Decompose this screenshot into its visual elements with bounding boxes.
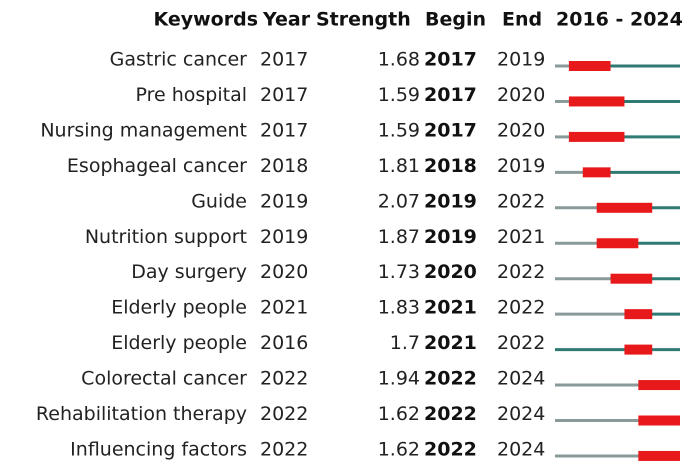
year: 2016	[260, 332, 308, 354]
keyword: Nutrition support	[85, 226, 247, 248]
keyword: Elderly people	[111, 297, 247, 319]
strength: 1.94	[378, 368, 420, 390]
end: 2024	[497, 403, 545, 425]
keyword: Nursing management	[40, 119, 247, 141]
begin: 2018	[424, 155, 477, 177]
header-year: Year	[262, 9, 311, 31]
year: 2017	[260, 84, 308, 106]
keyword: Colorectal cancer	[81, 368, 247, 390]
begin: 2022	[424, 438, 477, 460]
keyword: Rehabilitation therapy	[36, 403, 247, 425]
begin: 2017	[424, 49, 477, 71]
strength: 1.87	[378, 226, 420, 248]
keyword: Influencing factors	[70, 438, 247, 460]
header-strength: Strength	[316, 9, 411, 31]
end: 2021	[497, 226, 545, 248]
burst-bar	[596, 202, 653, 213]
end: 2024	[497, 438, 545, 460]
begin: 2022	[424, 403, 477, 425]
year: 2022	[260, 438, 308, 460]
burst-bar	[568, 131, 625, 142]
burst-bar	[610, 273, 653, 284]
year: 2018	[260, 155, 308, 177]
header-keyword: Keywords	[153, 9, 258, 31]
burst-bar	[624, 309, 653, 320]
year: 2022	[260, 368, 308, 390]
burst-bar	[638, 380, 680, 391]
strength: 2.07	[378, 190, 420, 212]
year: 2021	[260, 297, 308, 319]
header-end: End	[502, 9, 542, 31]
burst-bar	[568, 96, 625, 107]
keyword: Gastric cancer	[110, 49, 248, 71]
strength: 1.73	[378, 261, 420, 283]
strength: 1.68	[378, 49, 420, 71]
burst-bar	[568, 61, 611, 71]
keyword: Esophageal cancer	[67, 155, 247, 177]
year: 2017	[260, 119, 308, 141]
end: 2022	[497, 332, 545, 354]
begin: 2017	[424, 119, 477, 141]
strength: 1.81	[378, 155, 420, 177]
end: 2022	[497, 261, 545, 283]
begin: 2021	[424, 297, 477, 319]
year: 2022	[260, 403, 308, 425]
burst-bar	[596, 238, 639, 249]
burst-bar	[638, 415, 680, 426]
year: 2019	[260, 226, 308, 248]
keyword: Day surgery	[131, 261, 247, 283]
keyword: Pre hospital	[135, 84, 247, 106]
begin: 2021	[424, 332, 477, 354]
strength: 1.59	[378, 84, 420, 106]
strength: 1.7	[390, 332, 420, 354]
end: 2024	[497, 368, 545, 390]
begin: 2017	[424, 84, 477, 106]
strength: 1.83	[378, 297, 420, 319]
end: 2020	[497, 84, 545, 106]
burst-bar	[582, 167, 611, 178]
keyword: Guide	[191, 190, 247, 212]
strength: 1.59	[378, 119, 420, 141]
burst-bar	[624, 344, 653, 355]
header-timeline: 2016 - 2024	[556, 9, 683, 31]
keyword: Elderly people	[111, 332, 247, 354]
begin: 2020	[424, 261, 477, 283]
year: 2020	[260, 261, 308, 283]
end: 2022	[497, 297, 545, 319]
end: 2019	[497, 155, 545, 177]
year: 2017	[260, 49, 308, 71]
strength: 1.62	[378, 438, 420, 460]
end: 2020	[497, 119, 545, 141]
end: 2022	[497, 190, 545, 212]
year: 2019	[260, 190, 308, 212]
burst-bar	[638, 450, 680, 461]
begin: 2022	[424, 368, 477, 390]
begin: 2019	[424, 226, 477, 248]
header-begin: Begin	[425, 9, 486, 31]
end: 2019	[497, 49, 545, 71]
begin: 2019	[424, 190, 477, 212]
strength: 1.62	[378, 403, 420, 425]
